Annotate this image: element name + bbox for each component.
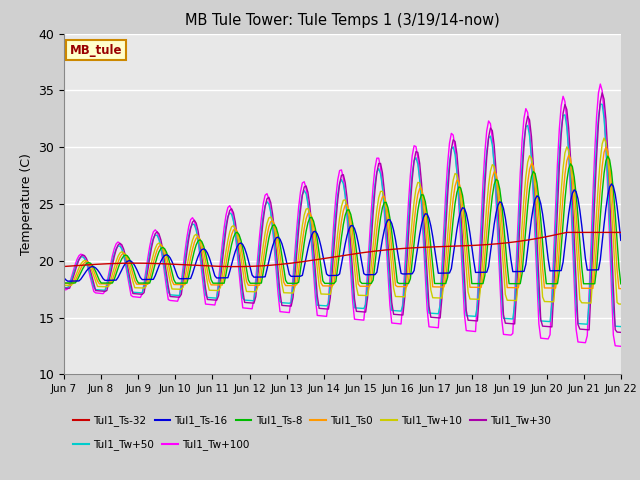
Legend: Tul1_Tw+50, Tul1_Tw+100: Tul1_Tw+50, Tul1_Tw+100 [69,435,253,455]
Text: MB_tule: MB_tule [70,44,122,57]
Y-axis label: Temperature (C): Temperature (C) [20,153,33,255]
Title: MB Tule Tower: Tule Temps 1 (3/19/14-now): MB Tule Tower: Tule Temps 1 (3/19/14-now… [185,13,500,28]
